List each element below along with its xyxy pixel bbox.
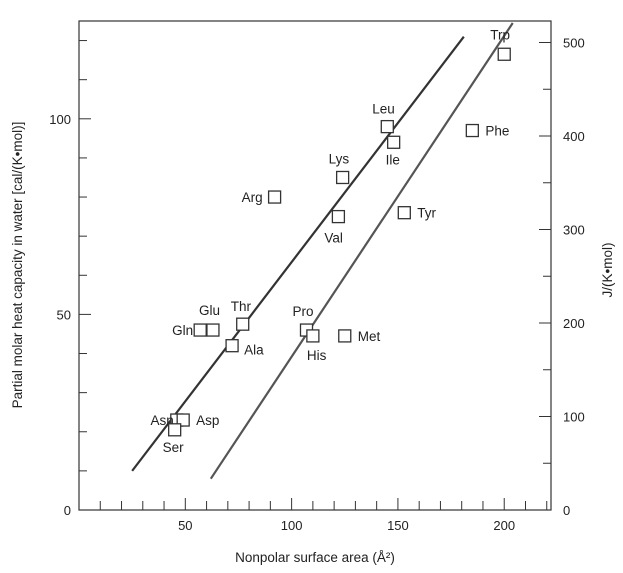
point-label-tyr: Tyr: [417, 206, 436, 221]
point-label-val: Val: [324, 231, 343, 246]
fit-lines: [131, 22, 514, 480]
x-tick-label: 50: [178, 518, 192, 533]
data-point-arg: [267, 190, 282, 204]
point-label-gln: Gln: [172, 323, 193, 338]
point-label-ala: Ala: [244, 343, 264, 358]
y2-tick-label: 400: [563, 129, 585, 144]
point-label-glu: Glu: [199, 303, 220, 318]
fit-line-2: [209, 22, 514, 480]
y-axis-ticks: 0 50 100: [49, 40, 91, 518]
point-label-phe: Phe: [485, 124, 509, 139]
point-label-his: His: [307, 348, 327, 363]
point-label-pro: Pro: [292, 304, 313, 319]
y-tick-label: 50: [57, 307, 71, 322]
data-point-glu: [206, 323, 220, 337]
y2-axis-ticks: 0 100 200 300 400 500: [539, 36, 585, 518]
data-point-his: [306, 329, 320, 343]
x-tick-label: 100: [281, 518, 303, 533]
point-label-asp: Asp: [196, 413, 219, 428]
data-point-tyr: [397, 206, 411, 220]
y2-axis-title: J/(K•mol): [600, 243, 615, 298]
data-point-leu: [380, 119, 394, 134]
data-point-phe: [465, 123, 479, 138]
data-point-val: [331, 209, 346, 224]
point-label-asn: Asn: [151, 413, 174, 428]
data-points: Trp Phe Leu Ile Lys Tyr Val Arg Thr Glu Gln Ala Pro H…: [151, 27, 511, 455]
data-point-lys: [335, 170, 350, 185]
y2-tick-label: 500: [563, 36, 585, 51]
data-point-ser: [168, 423, 182, 437]
fit-line-1: [131, 35, 465, 472]
y2-tick-label: 0: [563, 503, 570, 518]
point-label-met: Met: [358, 329, 381, 344]
y2-tick-label: 200: [563, 316, 585, 331]
y-axis-title: Partial molar heat capacity in water [ca…: [10, 122, 25, 409]
x-tick-label: 200: [493, 518, 515, 533]
point-label-lys: Lys: [329, 151, 350, 166]
y2-tick-label: 100: [563, 410, 585, 425]
y2-tick-label: 300: [563, 223, 585, 238]
y-tick-label: 100: [49, 112, 71, 127]
data-point-gln: [193, 323, 207, 337]
point-label-ser: Ser: [163, 440, 185, 455]
x-tick-label: 150: [387, 518, 409, 533]
point-label-thr: Thr: [231, 299, 252, 314]
point-label-trp: Trp: [490, 27, 510, 42]
x-axis-title: Nonpolar surface area (Å²): [235, 550, 395, 565]
data-point-met: [338, 329, 352, 343]
data-point-ala: [225, 339, 239, 353]
point-label-ile: Ile: [386, 152, 400, 167]
data-point-ile: [387, 135, 401, 149]
data-point-thr: [236, 317, 250, 331]
point-label-leu: Leu: [372, 102, 395, 117]
x-axis-ticks: 50 100 150 200: [99, 498, 548, 533]
point-label-arg: Arg: [242, 190, 263, 205]
y-tick-label: 0: [64, 503, 71, 518]
data-point-trp: [497, 47, 511, 61]
data-point-asp: [176, 413, 190, 427]
plot-frame: [78, 20, 552, 511]
